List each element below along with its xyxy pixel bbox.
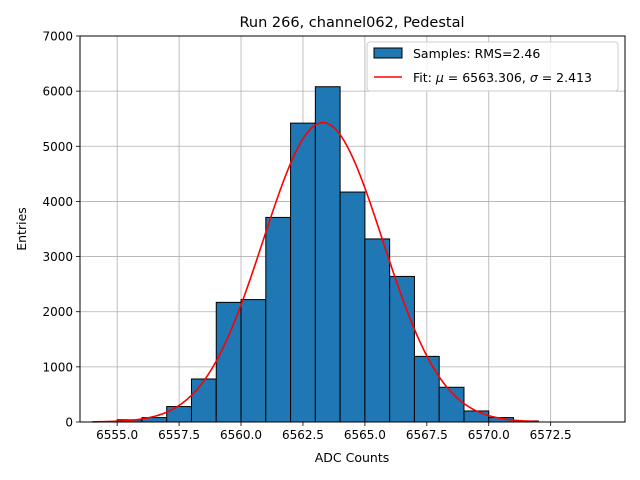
histogram-bars <box>116 86 539 423</box>
legend-label-samples: Samples: RMS=2.46 <box>413 46 540 61</box>
x-tick-label: 6555.0 <box>96 428 138 442</box>
legend-label-fit: Fit: μ = 6563.306, σ = 2.413 <box>413 70 592 85</box>
histogram-bar <box>314 86 341 423</box>
plot-frame <box>79 35 626 423</box>
y-tick-label: 4000 <box>42 195 73 209</box>
histogram-bar <box>290 122 316 423</box>
legend-box <box>366 41 619 92</box>
y-tick-label: 5000 <box>42 140 73 154</box>
fit-curve-layer <box>92 121 539 423</box>
histogram-bar <box>166 406 192 423</box>
y-tick-label: 6000 <box>42 85 73 99</box>
y-axis-ticks: 0 1000 2000 3000 4000 5000 6000 7000 <box>42 30 80 430</box>
chart-title: Run 266, channel062, Pedestal <box>239 15 464 31</box>
legend-swatch-samples <box>373 47 403 59</box>
y-axis-label: Entries <box>14 207 29 251</box>
x-tick-label: 6565.0 <box>344 428 386 442</box>
x-tick-label: 6557.5 <box>158 428 200 442</box>
x-axis-label: ADC Counts <box>315 450 390 465</box>
histogram-bar <box>265 216 292 423</box>
histogram-bar <box>190 378 217 423</box>
y-tick-label: 2000 <box>42 305 73 319</box>
fit-curve <box>92 121 539 423</box>
histogram-bar <box>463 410 490 423</box>
histogram-bar <box>339 191 366 423</box>
histogram-bar <box>215 301 242 423</box>
histogram-bar <box>413 355 440 423</box>
y-tick-label: 0 <box>65 416 73 430</box>
legend: Samples: RMS=2.46 Fit: μ = 6563.306, σ =… <box>366 41 619 92</box>
histogram-bar <box>389 275 415 423</box>
x-tick-label: 6567.5 <box>406 428 448 442</box>
y-tick-label: 7000 <box>42 30 73 44</box>
x-tick-label: 6562.5 <box>282 428 324 442</box>
x-tick-label: 6570.0 <box>468 428 510 442</box>
x-axis-ticks: 6555.0 6557.5 6560.0 6562.5 6565.0 6567.5 6570… <box>96 422 572 442</box>
histogram-bar <box>240 299 267 423</box>
histogram-bar <box>364 238 391 423</box>
x-tick-label: 6572.5 <box>530 428 572 442</box>
y-tick-label: 3000 <box>42 250 73 264</box>
x-tick-label: 6560.0 <box>220 428 262 442</box>
y-tick-label: 1000 <box>42 360 73 374</box>
